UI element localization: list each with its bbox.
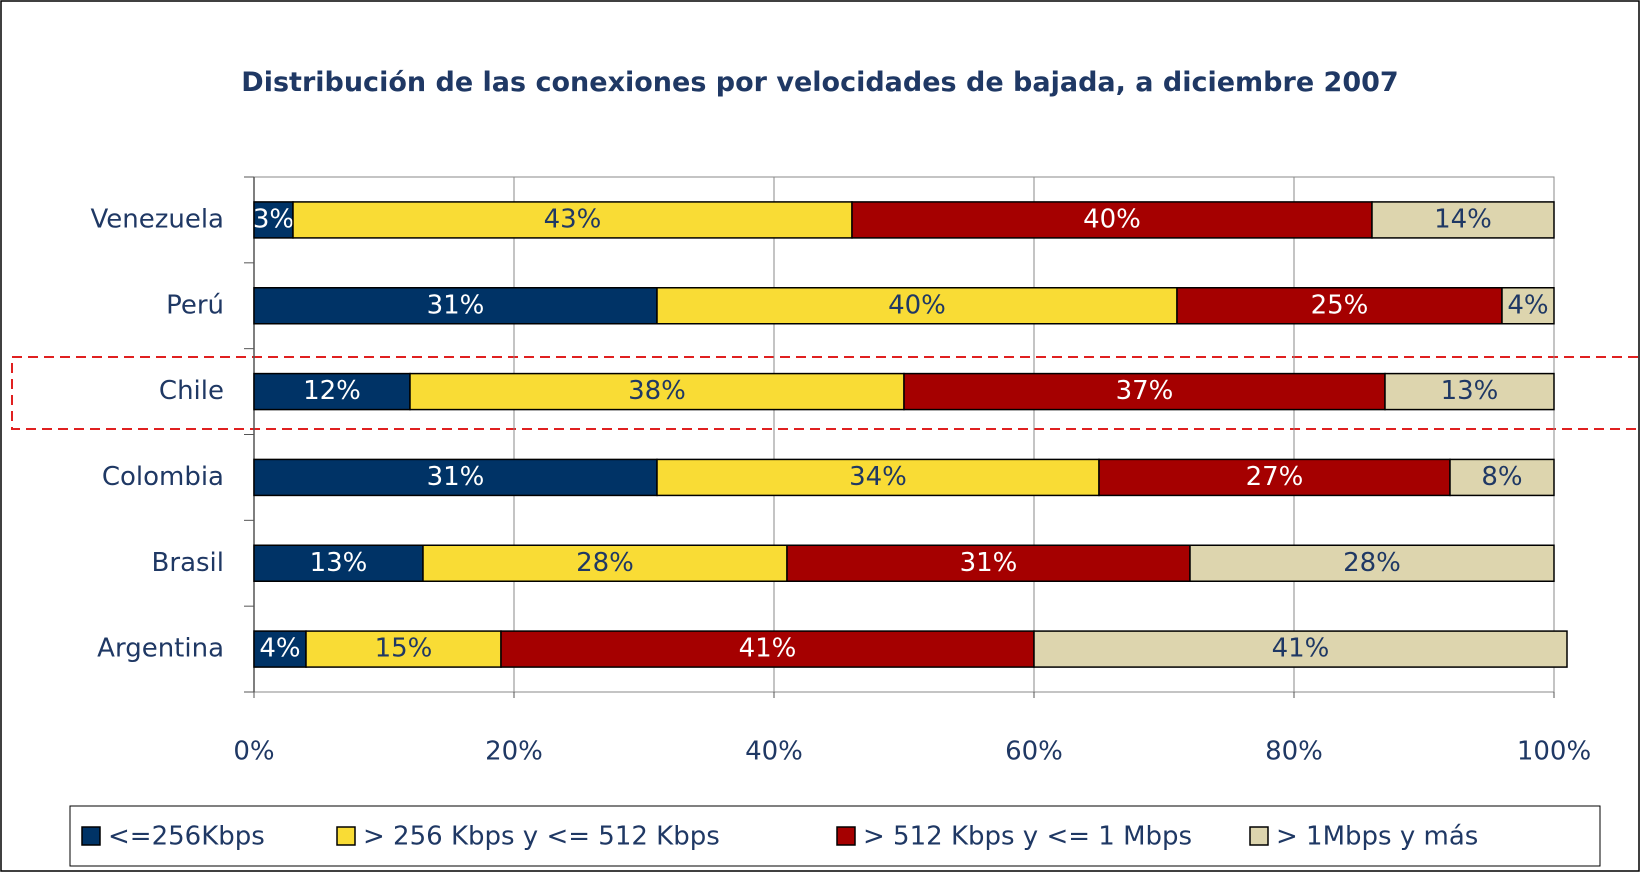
value-label: 13% — [1441, 376, 1499, 406]
bar-segment — [851, 201, 1373, 239]
bar-segment — [253, 287, 658, 325]
chart-title: Distribución de las conexiones por veloc… — [241, 67, 1399, 98]
bar-segment — [292, 201, 853, 239]
value-label: 14% — [1434, 204, 1492, 234]
value-label: 34% — [849, 462, 907, 492]
highlight-box — [11, 356, 1640, 430]
y-tick-label: Chile — [159, 376, 224, 406]
legend-label: <=256Kbps — [108, 822, 265, 852]
value-label: 41% — [739, 634, 797, 664]
value-label: 28% — [1343, 548, 1401, 578]
legend-swatch — [336, 826, 356, 846]
value-label: 37% — [1116, 376, 1174, 406]
value-label: 31% — [960, 548, 1018, 578]
legend-box — [69, 805, 1601, 867]
legend-swatch — [1249, 826, 1269, 846]
bar-segment — [500, 630, 1035, 668]
bar-segment — [1033, 630, 1568, 668]
bar-segment — [1501, 287, 1555, 325]
bar-segment — [1449, 458, 1555, 497]
y-tick-label: Perú — [166, 290, 224, 320]
value-label: 41% — [1272, 634, 1330, 664]
value-label: 4% — [259, 634, 300, 664]
legend-label: > 512 Kbps y <= 1 Mbps — [863, 822, 1192, 852]
x-tick-label: 80% — [1265, 737, 1323, 767]
bar-segment — [305, 630, 502, 668]
value-label: 27% — [1246, 462, 1304, 492]
bar-segment — [1384, 372, 1555, 411]
plot-area — [253, 176, 1555, 693]
bar-segment — [409, 372, 905, 411]
value-label: 31% — [427, 462, 485, 492]
value-label: 38% — [628, 376, 686, 406]
bar-segment — [253, 458, 658, 497]
bar-segment — [253, 372, 411, 411]
y-tick-label: Venezuela — [90, 204, 224, 234]
value-label: 13% — [310, 548, 368, 578]
bar-segment — [1176, 287, 1503, 325]
y-tick-label: Brasil — [152, 548, 224, 578]
x-tick-label: 100% — [1517, 737, 1591, 767]
value-label: 40% — [1083, 204, 1141, 234]
value-label: 40% — [888, 290, 946, 320]
value-label: 3% — [253, 204, 294, 234]
x-tick-label: 20% — [485, 737, 543, 767]
x-tick-label: 40% — [745, 737, 803, 767]
bar-segment — [253, 201, 294, 239]
value-label: 15% — [375, 634, 433, 664]
legend-swatch — [836, 826, 856, 846]
x-tick-label: 0% — [233, 737, 274, 767]
value-label: 43% — [544, 204, 602, 234]
legend-label: > 256 Kbps y <= 512 Kbps — [363, 822, 720, 852]
bar-segment — [1371, 201, 1555, 239]
value-label: 4% — [1507, 290, 1548, 320]
value-label: 25% — [1311, 290, 1369, 320]
value-label: 12% — [303, 376, 361, 406]
value-label: 28% — [576, 548, 634, 578]
legend-swatch — [81, 826, 101, 846]
y-tick-label: Colombia — [102, 462, 224, 492]
value-label: 8% — [1481, 462, 1522, 492]
x-tick-label: 60% — [1005, 737, 1063, 767]
bar-segment — [786, 544, 1191, 582]
y-tick-label: Argentina — [97, 634, 224, 664]
legend-label: > 1Mbps y más — [1276, 822, 1478, 852]
bar-segment — [656, 458, 1100, 497]
bar-segment — [656, 287, 1178, 325]
bar-segment — [1189, 544, 1555, 582]
value-label: 31% — [427, 290, 485, 320]
